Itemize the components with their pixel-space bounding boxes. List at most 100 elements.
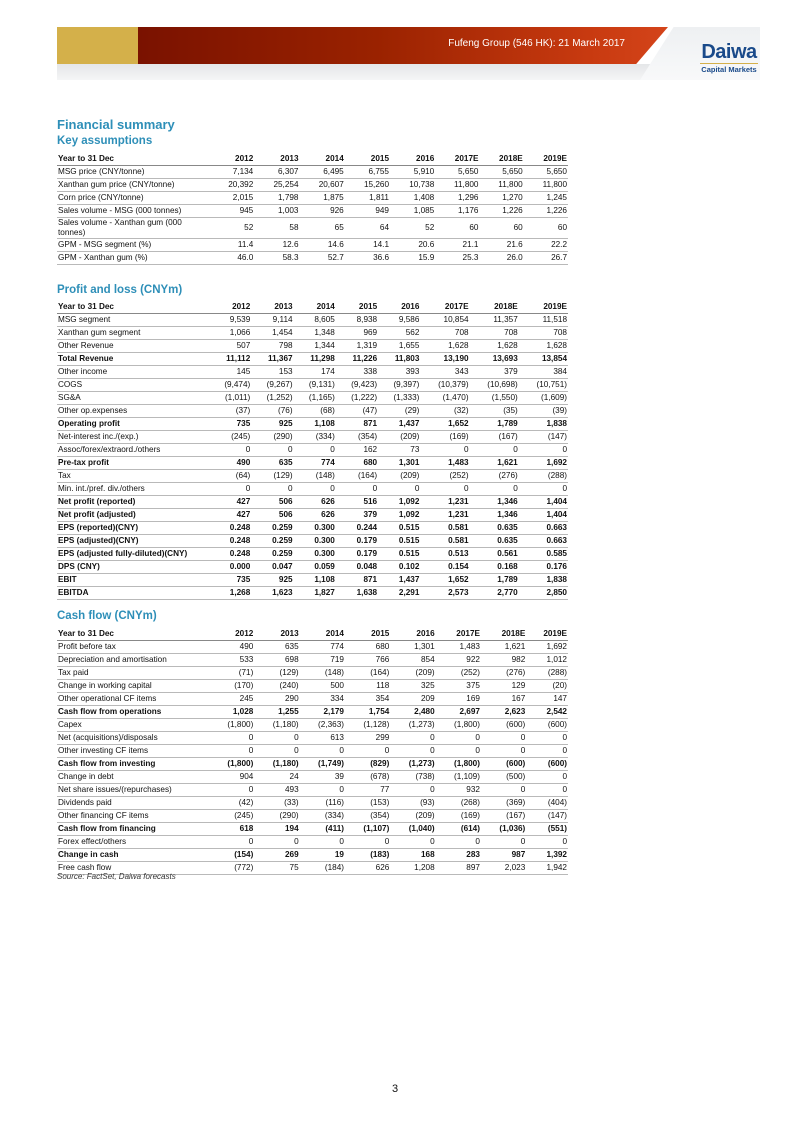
cell-value: (1,128): [344, 718, 391, 732]
cell-value: 507: [209, 339, 252, 353]
cell-value: 2,542: [526, 705, 568, 719]
row-label: EPS (adjusted fully-diluted)(CNY): [57, 547, 209, 561]
cell-value: 0.300: [293, 547, 336, 561]
cell-value: 299: [344, 731, 391, 745]
table-row: Tax paid (71) (129) (148) (164) (209) (252) (27…: [57, 666, 568, 680]
cell-value: 1,638: [335, 586, 379, 600]
cell-value: 0.259: [251, 521, 294, 535]
cell-value: 0.248: [209, 534, 252, 548]
column-header: 2016: [390, 153, 436, 166]
table-row: Min. int./pref. div./others 0 0 0 0 0 0 0 0: [57, 482, 568, 496]
cell-value: 334: [299, 692, 345, 706]
cell-value: 533: [209, 653, 255, 667]
page-number: 3: [392, 1083, 399, 1095]
cell-value: 2,770: [469, 586, 519, 600]
cell-value: 21.1: [435, 238, 480, 252]
key-assumptions-title: Key assumptions: [57, 135, 153, 147]
column-header: Year to 31 Dec: [57, 628, 209, 641]
cell-value: 162: [335, 443, 379, 457]
cell-value: 0: [209, 783, 255, 797]
cell-value: (240): [254, 679, 300, 693]
cell-value: (33): [254, 796, 300, 810]
cell-value: 1,003: [254, 204, 300, 218]
table-row: Change in cash (154) 269 19 (183) 168 283 987 1,…: [57, 848, 568, 862]
row-label: EBIT: [57, 573, 209, 587]
cell-value: 13,190: [420, 352, 470, 366]
cell-value: (183): [344, 848, 391, 862]
column-header: 2019E: [523, 153, 568, 166]
cell-value: 52: [390, 217, 436, 239]
cell-value: 1,789: [469, 573, 519, 587]
cell-value: 6,495: [299, 165, 345, 179]
cell-value: (738): [390, 770, 436, 784]
logo-sub-text: Capital Markets: [701, 65, 757, 74]
cell-value: (32): [420, 404, 470, 418]
cell-value: (9,474): [209, 378, 252, 392]
cell-value: 21.6: [479, 238, 524, 252]
table-row: EPS (adjusted)(CNY) 0.248 0.259 0.300 0.179 0…: [57, 534, 568, 548]
cell-value: 58.3: [254, 251, 300, 265]
cell-value: 0.635: [469, 521, 519, 535]
cell-value: (42): [209, 796, 255, 810]
header-red-band: [138, 27, 668, 64]
cell-value: 2,291: [378, 586, 421, 600]
table-row: Other op.expenses (37) (76) (68) (47) (29) (32…: [57, 404, 568, 418]
logo-rule: [700, 63, 758, 64]
cell-value: (93): [390, 796, 436, 810]
cell-value: (209): [390, 666, 436, 680]
table-row: Pre-tax profit 490 635 774 680 1,301 1,483 1,62…: [57, 456, 568, 470]
cell-value: 1,268: [209, 586, 252, 600]
cell-value: 1,628: [420, 339, 470, 353]
table-row: Xanthan gum price (CNY/tonne) 20,392 25,25…: [57, 178, 568, 192]
cell-value: 1,346: [469, 495, 519, 509]
cell-value: 1,437: [378, 573, 421, 587]
cell-value: (148): [293, 469, 336, 483]
row-label: SG&A: [57, 391, 209, 405]
column-header: 2015: [344, 153, 390, 166]
cell-value: 77: [344, 783, 391, 797]
row-label: Net (acquisitions)/disposals: [57, 731, 209, 745]
cell-value: 1,392: [526, 848, 568, 862]
cell-value: 25.3: [435, 251, 480, 265]
table-row: Cash flow from investing (1,800) (1,180) (1…: [57, 757, 568, 771]
cell-value: 245: [209, 692, 255, 706]
cell-value: 1,652: [420, 417, 470, 431]
cell-value: 774: [299, 640, 345, 654]
row-label: Tax paid: [57, 666, 209, 680]
cell-value: 0: [299, 835, 345, 849]
cell-value: 118: [344, 679, 391, 693]
cell-value: (209): [378, 430, 421, 444]
cell-value: 618: [209, 822, 255, 836]
cell-value: 798: [251, 339, 294, 353]
cell-value: 0.300: [293, 521, 336, 535]
table-row: Other operational CF items 245 290 334 354 20…: [57, 692, 568, 706]
cell-value: (76): [251, 404, 294, 418]
cell-value: 1,483: [420, 456, 470, 470]
cell-value: 209: [390, 692, 436, 706]
cell-value: (164): [344, 666, 391, 680]
cell-value: 926: [299, 204, 345, 218]
cell-value: (10,751): [518, 378, 568, 392]
cell-value: 897: [435, 861, 481, 875]
table-row: EBIT 735 925 1,108 871 1,437 1,652 1,789 1,838: [57, 573, 568, 587]
cell-value: 1,301: [378, 456, 421, 470]
cell-value: 325: [390, 679, 436, 693]
table-row: Sales volume - Xanthan gum (000 tonnes) 5…: [57, 217, 568, 239]
cell-value: 635: [254, 640, 300, 654]
cell-value: 0: [435, 835, 481, 849]
profit-and-loss-table: Year to 31 Dec 2012 2013 2014 2015 2016 2017E 2…: [57, 301, 568, 600]
row-label: Other operational CF items: [57, 692, 209, 706]
cell-value: 1,483: [435, 640, 481, 654]
cell-value: 1,404: [518, 508, 568, 522]
table-row: Other Revenue 507 798 1,344 1,319 1,655 1,628 1…: [57, 339, 568, 353]
cell-value: 379: [335, 508, 379, 522]
row-label: Cash flow from financing: [57, 822, 209, 836]
cell-value: 871: [335, 573, 379, 587]
cell-value: (404): [526, 796, 568, 810]
cell-value: 1,066: [209, 326, 252, 340]
cell-value: 0: [526, 783, 568, 797]
cell-value: 0: [335, 482, 379, 496]
cell-value: 0.154: [420, 560, 470, 574]
row-label: Xanthan gum segment: [57, 326, 209, 340]
cell-value: 0: [378, 482, 421, 496]
